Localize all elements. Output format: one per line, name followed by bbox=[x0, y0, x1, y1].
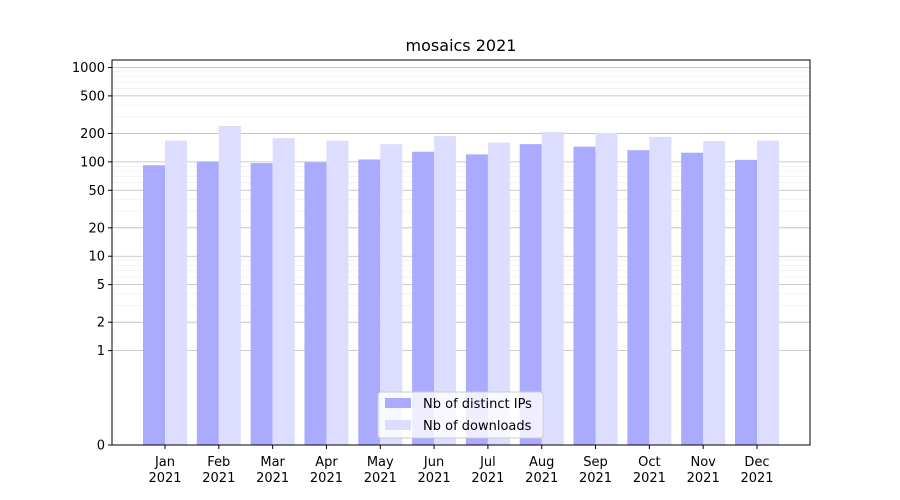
bar-distinct-ips-apr bbox=[304, 162, 327, 445]
x-tick-label-month: Oct bbox=[638, 455, 660, 470]
bar-distinct-ips-mar bbox=[250, 163, 273, 445]
bar-distinct-ips-oct bbox=[627, 150, 650, 445]
x-tick-label-year: 2021 bbox=[418, 471, 451, 486]
bar-downloads-oct bbox=[649, 136, 672, 445]
bar-downloads-aug bbox=[541, 132, 564, 445]
bar-downloads-feb bbox=[218, 125, 241, 445]
x-tick-label-month: Feb bbox=[207, 455, 230, 470]
plot-frame bbox=[111, 59, 811, 446]
x-tick-label-month: Mar bbox=[260, 455, 285, 470]
bar-distinct-ips-jun bbox=[412, 151, 435, 446]
bar-distinct-ips-jan bbox=[143, 165, 165, 445]
bar-distinct-ips-dec bbox=[735, 159, 757, 446]
x-tick-label-year: 2021 bbox=[471, 471, 504, 486]
x-tick-label-year: 2021 bbox=[364, 471, 397, 486]
x-tick-label-month: Jun bbox=[423, 455, 444, 470]
x-tick-label-year: 2021 bbox=[579, 471, 612, 486]
x-tick-label-month: Apr bbox=[315, 455, 338, 470]
bar-downloads-sep bbox=[595, 132, 618, 445]
y-tick-label: 1000 bbox=[72, 61, 105, 76]
legend-label-distinct-ips: Nb of distinct IPs bbox=[423, 397, 532, 412]
y-tick-label: 200 bbox=[80, 127, 105, 142]
y-tick-label: 10 bbox=[88, 250, 105, 265]
y-tick-label: 5 bbox=[97, 278, 105, 293]
bar-distinct-ips-aug bbox=[519, 144, 542, 445]
x-tick-label-year: 2021 bbox=[310, 471, 343, 486]
bar-distinct-ips-sep bbox=[573, 146, 596, 445]
bar-downloads-apr bbox=[326, 140, 349, 445]
x-tick-label-month: Dec bbox=[744, 455, 769, 470]
legend-swatch-downloads bbox=[385, 420, 411, 430]
bar-downloads-nov bbox=[703, 141, 726, 446]
y-tick-label: 500 bbox=[80, 89, 105, 104]
y-tick-label: 100 bbox=[80, 155, 105, 170]
x-tick-label-year: 2021 bbox=[740, 471, 773, 486]
bars bbox=[143, 125, 779, 446]
legend-box bbox=[377, 391, 544, 439]
y-axis: 0 1 2 5 10 20 50 100 200 500 1000 bbox=[72, 61, 112, 454]
x-tick-label-month: Aug bbox=[529, 455, 554, 470]
bar-downloads-jan bbox=[165, 140, 187, 445]
x-axis: Jan2021Feb2021Mar2021Apr2021May2021Jun20… bbox=[148, 445, 774, 486]
bar-downloads-dec bbox=[757, 140, 779, 445]
y-tick-label: 1 bbox=[97, 344, 105, 359]
bar-downloads-mar bbox=[272, 138, 295, 445]
legend-swatch-distinct-ips bbox=[385, 398, 411, 408]
x-tick-label-year: 2021 bbox=[633, 471, 666, 486]
legend-label-downloads: Nb of downloads bbox=[423, 419, 532, 434]
chart-title: mosaics 2021 bbox=[406, 36, 517, 55]
bar-distinct-ips-jul bbox=[465, 154, 488, 445]
y-tick-label: 2 bbox=[97, 316, 105, 331]
x-tick-label-year: 2021 bbox=[256, 471, 289, 486]
bar-downloads-jun bbox=[434, 135, 457, 445]
y-tick-label: 0 bbox=[97, 439, 105, 454]
bar-distinct-ips-may bbox=[358, 159, 381, 445]
x-tick-label-month: Jul bbox=[479, 455, 496, 470]
bar-downloads-jul bbox=[487, 142, 510, 445]
x-tick-label-month: Sep bbox=[583, 455, 608, 470]
x-tick-label-year: 2021 bbox=[202, 471, 235, 486]
bar-distinct-ips-feb bbox=[196, 161, 219, 445]
x-tick-label-year: 2021 bbox=[687, 471, 720, 486]
legend: Nb of distinct IPs Nb of downloads bbox=[377, 391, 544, 439]
x-tick-label-year: 2021 bbox=[525, 471, 558, 486]
x-tick-label-month: Nov bbox=[690, 455, 716, 470]
y-tick-label: 20 bbox=[88, 221, 105, 236]
bar-downloads-may bbox=[380, 144, 403, 445]
x-tick-label-month: May bbox=[367, 455, 394, 470]
x-tick-label-month: Jan bbox=[154, 455, 175, 470]
y-tick-label: 50 bbox=[88, 184, 105, 199]
bar-distinct-ips-nov bbox=[681, 152, 704, 445]
x-tick-label-year: 2021 bbox=[148, 471, 181, 486]
